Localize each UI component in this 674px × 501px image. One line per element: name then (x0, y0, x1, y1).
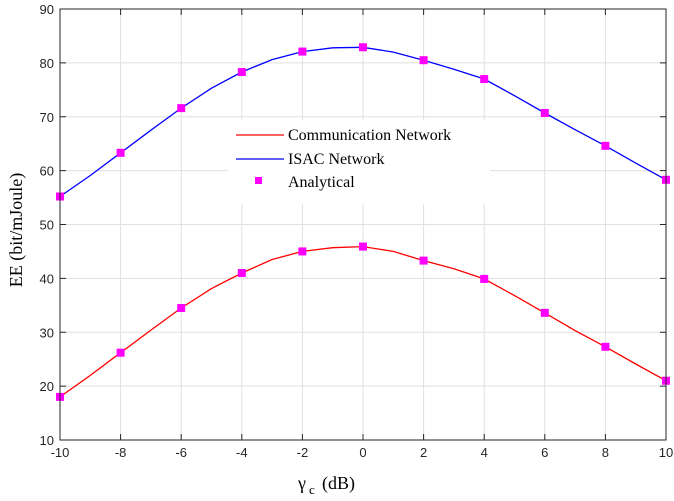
y-tick-label: 40 (40, 271, 54, 286)
analytical-marker-communication (601, 342, 610, 351)
legend-marker-analytical (255, 177, 262, 184)
y-tick-label: 50 (40, 218, 54, 233)
analytical-marker-communication (359, 242, 367, 251)
y-tick-label: 70 (40, 110, 54, 125)
analytical-marker-communication (116, 348, 125, 357)
x-axis-label-symbol: γ (297, 473, 306, 493)
legend-label-isac: ISAC Network (288, 151, 384, 168)
x-tick-label: 6 (541, 445, 548, 460)
analytical-marker-isac (359, 43, 367, 52)
y-tick-label: 10 (40, 433, 54, 448)
analytical-marker-communication (419, 256, 428, 265)
legend-box (228, 120, 490, 204)
y-tick-label: 80 (40, 56, 54, 71)
analytical-marker-isac (480, 75, 489, 84)
analytical-marker-isac (237, 68, 246, 77)
x-tick-label: 10 (659, 445, 673, 460)
analytical-marker-communication (237, 268, 246, 277)
x-tick-label: -2 (297, 445, 309, 460)
x-tick-label: 4 (481, 445, 488, 460)
y-axis-label: EE (bit/mJoule) (6, 173, 27, 287)
legend: Communication Network ISAC Network Analy… (228, 120, 490, 204)
x-tick-label: -8 (115, 445, 127, 460)
x-tick-label: 0 (359, 445, 366, 460)
x-axis-label-subscript: c (309, 482, 315, 497)
x-axis-label: γ c (dB) (297, 473, 355, 497)
y-tick-label: 60 (40, 164, 54, 179)
analytical-marker-isac (419, 56, 428, 65)
analytical-marker-isac (540, 108, 549, 117)
analytical-marker-communication (480, 274, 489, 283)
y-tick-label: 30 (40, 325, 54, 340)
y-tick-label: 20 (40, 379, 54, 394)
x-tick-label: -4 (236, 445, 248, 460)
analytical-markers (56, 43, 670, 401)
x-axis-label-unit: (dB) (322, 473, 355, 494)
analytical-marker-communication (177, 304, 186, 313)
analytical-marker-isac (116, 148, 125, 157)
y-tick-label: 90 (40, 2, 54, 17)
x-tick-label: 8 (602, 445, 609, 460)
analytical-marker-communication (540, 308, 549, 317)
axis-ticks: -10 -8 -6 -4 -2 0 2 4 6 8 10 10 20 30 40 50 60 70 80 90 (40, 2, 674, 460)
legend-label-analytical: Analytical (288, 174, 355, 191)
legend-label-communication: Communication Network (288, 127, 451, 144)
analytical-marker-isac (601, 141, 610, 150)
analytical-marker-communication (298, 247, 307, 256)
x-tick-label: -6 (175, 445, 187, 460)
x-tick-label: 2 (420, 445, 427, 460)
analytical-marker-isac (298, 47, 307, 56)
x-tick-label: -10 (51, 445, 70, 460)
analytical-marker-isac (177, 104, 186, 113)
